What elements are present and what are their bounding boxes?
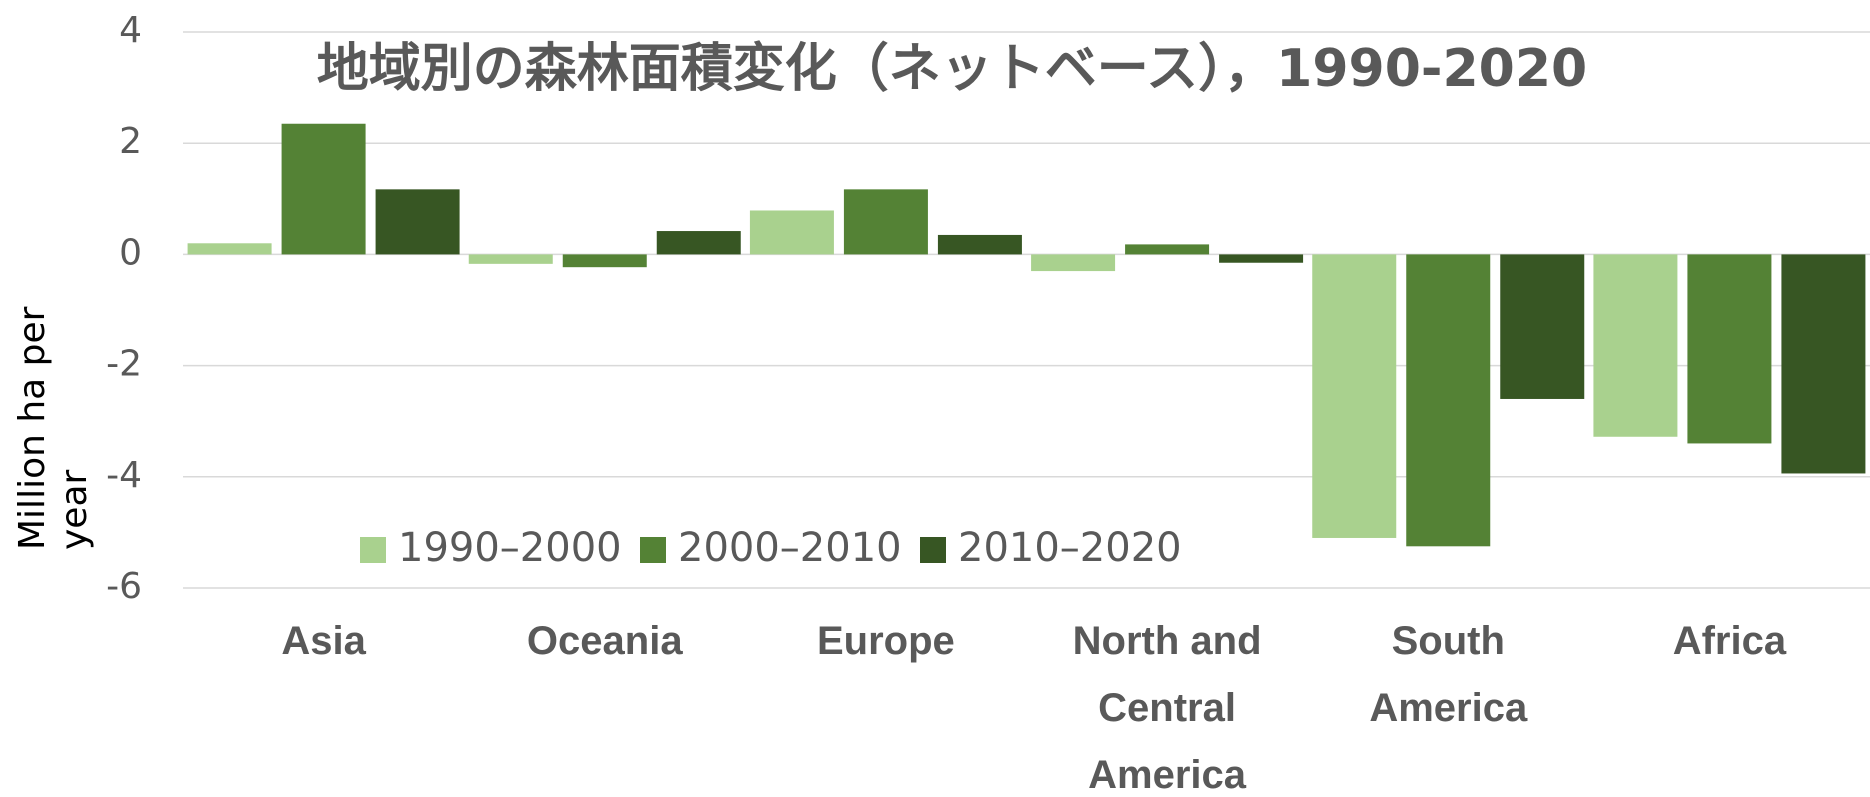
y-tick-label: -6 — [106, 566, 142, 607]
legend-label: 1990–2000 — [398, 525, 622, 571]
bar — [375, 189, 460, 255]
bar — [1125, 244, 1210, 255]
bar — [1406, 254, 1491, 547]
bar — [1593, 254, 1678, 437]
bar — [1031, 254, 1116, 272]
x-tick-label: South America — [1369, 619, 1528, 730]
y-tick-label: 2 — [119, 121, 142, 162]
bar — [937, 234, 1022, 255]
y-tick-label: -4 — [106, 455, 142, 496]
legend-swatch — [920, 537, 946, 563]
bar — [562, 254, 647, 268]
bar — [1687, 254, 1772, 444]
chart-title: 地域別の森林面積変化（ネットベース），1990-2020 — [317, 39, 1587, 99]
bar — [187, 243, 272, 255]
x-tick-label: Oceania — [526, 619, 683, 663]
y-tick-label: 4 — [119, 10, 142, 51]
bar — [1781, 254, 1866, 474]
bar — [656, 231, 741, 255]
x-tick-label: Europe — [817, 619, 955, 663]
x-tick-label: North and Central America — [1072, 619, 1262, 797]
y-tick-label: 0 — [119, 232, 142, 273]
bar — [1312, 254, 1397, 538]
y-axis-label: Million ha per year — [12, 306, 95, 550]
bar — [468, 254, 553, 264]
legend-label: 2010–2020 — [958, 525, 1182, 571]
bar — [281, 123, 366, 255]
bar — [843, 189, 928, 255]
bar — [1500, 254, 1585, 399]
legend-label: 2000–2010 — [678, 525, 902, 571]
bar — [1219, 254, 1304, 263]
y-tick-label: -2 — [106, 344, 142, 385]
legend-swatch — [360, 537, 386, 563]
x-tick-label: Asia — [281, 619, 366, 663]
x-tick-label: Africa — [1672, 619, 1787, 663]
bar — [749, 210, 834, 255]
legend-swatch — [640, 537, 666, 563]
